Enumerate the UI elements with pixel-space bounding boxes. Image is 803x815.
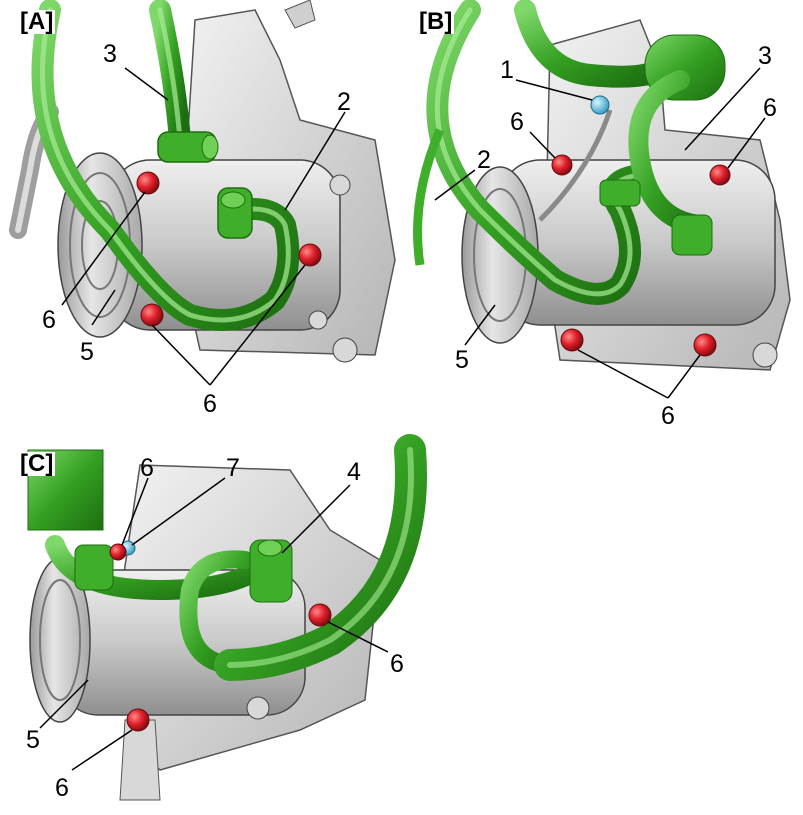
callout-a-3: 3 (103, 40, 117, 68)
callout-a-6b: 6 (203, 390, 217, 418)
callout-b-2: 2 (477, 146, 491, 174)
fitting-b-3 (671, 214, 713, 256)
callout-c-6a: 6 (140, 454, 154, 482)
fitting-b-2 (599, 179, 641, 207)
callout-b-1: 1 (500, 56, 514, 84)
panel-b (413, 0, 791, 399)
bolt-c-2 (308, 603, 332, 627)
sensor-b-1 (590, 95, 610, 115)
bolt-b-4 (693, 333, 717, 357)
hose-b-top (514, 0, 671, 88)
callout-c-6c: 6 (55, 774, 69, 802)
panel-b-tag: [B] (417, 8, 455, 35)
panel-a-tag: [A] (18, 8, 56, 35)
bolt-a-1 (136, 171, 160, 195)
leaders-c (39, 477, 389, 771)
callout-b-6a: 6 (510, 108, 524, 136)
panel-a (9, 0, 396, 386)
callout-a-6a: 6 (42, 306, 56, 334)
hose-c-loop (179, 550, 254, 674)
callout-b-3: 3 (758, 42, 772, 70)
callout-c-7: 7 (226, 454, 240, 482)
bolt-a-2 (298, 243, 322, 267)
hose-c-horizontal (45, 535, 280, 601)
callout-a-5: 5 (80, 338, 94, 366)
callout-b-6b: 6 (763, 94, 777, 122)
panel-c (27, 434, 427, 801)
callout-c-5: 5 (26, 726, 40, 754)
callout-b-5: 5 (455, 346, 469, 374)
bolt-c-1 (109, 543, 127, 561)
bolt-b-1 (551, 154, 573, 176)
leaders-a (61, 67, 346, 386)
fitting-c-left (74, 544, 114, 591)
panel-c-tag: [C] (18, 450, 56, 477)
callout-c-6b: 6 (390, 650, 404, 678)
callout-c-4: 4 (347, 458, 361, 486)
callout-a-2: 2 (337, 88, 351, 116)
callout-b-6c: 6 (661, 402, 675, 430)
leaders-b (434, 67, 766, 399)
hose-b-3 (628, 70, 710, 235)
bolt-b-3 (560, 328, 584, 352)
bolt-c-3 (126, 708, 150, 732)
bolt-a-3 (140, 303, 164, 327)
bolt-b-2 (709, 164, 731, 186)
